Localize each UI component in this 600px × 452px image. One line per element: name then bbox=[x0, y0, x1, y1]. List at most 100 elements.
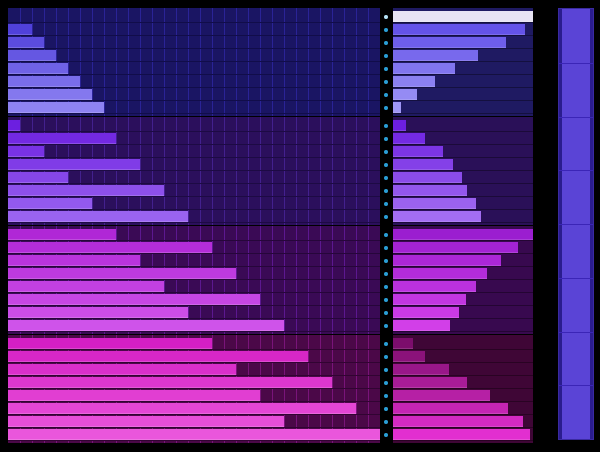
grid-line bbox=[56, 8, 57, 116]
grid-line bbox=[20, 117, 21, 225]
right-row-line bbox=[393, 414, 533, 415]
left-bar bbox=[8, 146, 44, 157]
right-row-line bbox=[393, 222, 533, 223]
grid-line bbox=[212, 226, 213, 334]
grid-line bbox=[44, 226, 45, 334]
left-bar bbox=[8, 229, 116, 240]
grid-line bbox=[56, 335, 57, 443]
separator-dot bbox=[384, 40, 388, 45]
grid-line bbox=[332, 8, 333, 116]
meter-tick bbox=[559, 62, 593, 64]
grid-line bbox=[128, 226, 129, 334]
grid-line bbox=[332, 226, 333, 334]
right-bar bbox=[393, 403, 508, 414]
grid-line bbox=[308, 117, 309, 225]
right-bar bbox=[393, 377, 468, 388]
left-bar bbox=[8, 294, 260, 305]
grid-line bbox=[320, 226, 321, 334]
grid-line bbox=[272, 335, 273, 443]
right-row-line bbox=[393, 305, 533, 306]
separator-dot bbox=[384, 258, 388, 263]
right-row-line bbox=[393, 170, 533, 171]
row-line bbox=[8, 144, 380, 145]
grid-line bbox=[296, 117, 297, 225]
grid-line bbox=[344, 117, 345, 225]
grid-line bbox=[176, 226, 177, 334]
left-bar bbox=[8, 198, 92, 209]
grid-line bbox=[272, 226, 273, 334]
grid-line bbox=[356, 117, 357, 225]
left-bar bbox=[8, 37, 44, 48]
grid-line bbox=[176, 335, 177, 443]
grid-line bbox=[260, 8, 261, 116]
grid-line bbox=[116, 226, 117, 334]
separator-dot bbox=[384, 271, 388, 276]
left-bar bbox=[8, 24, 32, 35]
right-bar bbox=[393, 172, 462, 183]
meter-tick bbox=[559, 277, 593, 279]
grid-line bbox=[296, 335, 297, 443]
left-bar bbox=[8, 351, 308, 362]
right-row-line bbox=[393, 35, 533, 36]
left-bar bbox=[8, 89, 92, 100]
grid-line bbox=[32, 117, 33, 225]
grid-line bbox=[152, 226, 153, 334]
left-bar bbox=[8, 377, 332, 388]
grid-line bbox=[80, 226, 81, 334]
row-line bbox=[8, 113, 380, 114]
right-row-line bbox=[393, 131, 533, 132]
grid-line bbox=[344, 226, 345, 334]
grid-line bbox=[308, 8, 309, 116]
meter-tick bbox=[559, 224, 593, 225]
row-line bbox=[8, 240, 380, 241]
grid-line bbox=[236, 117, 237, 225]
grid-line bbox=[92, 117, 93, 225]
separator-dot bbox=[384, 188, 388, 193]
grid-line bbox=[224, 8, 225, 116]
grid-line bbox=[248, 8, 249, 116]
grid-line bbox=[44, 8, 45, 116]
right-bar bbox=[393, 307, 459, 318]
grid-line bbox=[80, 335, 81, 443]
separator-dot bbox=[384, 380, 388, 385]
separator-dot bbox=[384, 123, 388, 128]
left-bar bbox=[8, 390, 260, 401]
grid-line bbox=[68, 117, 69, 225]
grid-line bbox=[368, 335, 369, 443]
left-bar bbox=[8, 102, 104, 113]
grid-line bbox=[200, 117, 201, 225]
left-bar bbox=[8, 76, 80, 87]
right-row-line bbox=[393, 331, 533, 332]
right-row-line bbox=[393, 375, 533, 376]
separator-dot bbox=[384, 419, 388, 424]
left-bar bbox=[8, 281, 164, 292]
left-bar bbox=[8, 242, 212, 253]
right-row-line bbox=[393, 196, 533, 197]
grid-line bbox=[368, 226, 369, 334]
row-line bbox=[8, 22, 380, 23]
left-bar bbox=[8, 320, 284, 331]
right-bar bbox=[393, 351, 426, 362]
left-bar bbox=[8, 429, 380, 440]
right-bar bbox=[393, 50, 479, 61]
left-bar bbox=[8, 403, 356, 414]
right-row-line bbox=[393, 48, 533, 49]
grid-line bbox=[104, 335, 105, 443]
separator-dot bbox=[384, 393, 388, 398]
right-bar bbox=[393, 102, 402, 113]
right-bar bbox=[393, 185, 468, 196]
grid-line bbox=[140, 335, 141, 443]
grid-line bbox=[92, 335, 93, 443]
grid-line bbox=[332, 335, 333, 443]
separator-dot bbox=[384, 79, 388, 84]
left-bar bbox=[8, 172, 68, 183]
row-line bbox=[8, 100, 380, 101]
separator-dot bbox=[384, 232, 388, 237]
right-bar bbox=[393, 338, 413, 349]
right-row-line bbox=[393, 388, 533, 389]
grid-line bbox=[260, 335, 261, 443]
right-row-line bbox=[393, 401, 533, 402]
separator-dot bbox=[384, 432, 388, 437]
meter-tick bbox=[559, 170, 593, 172]
